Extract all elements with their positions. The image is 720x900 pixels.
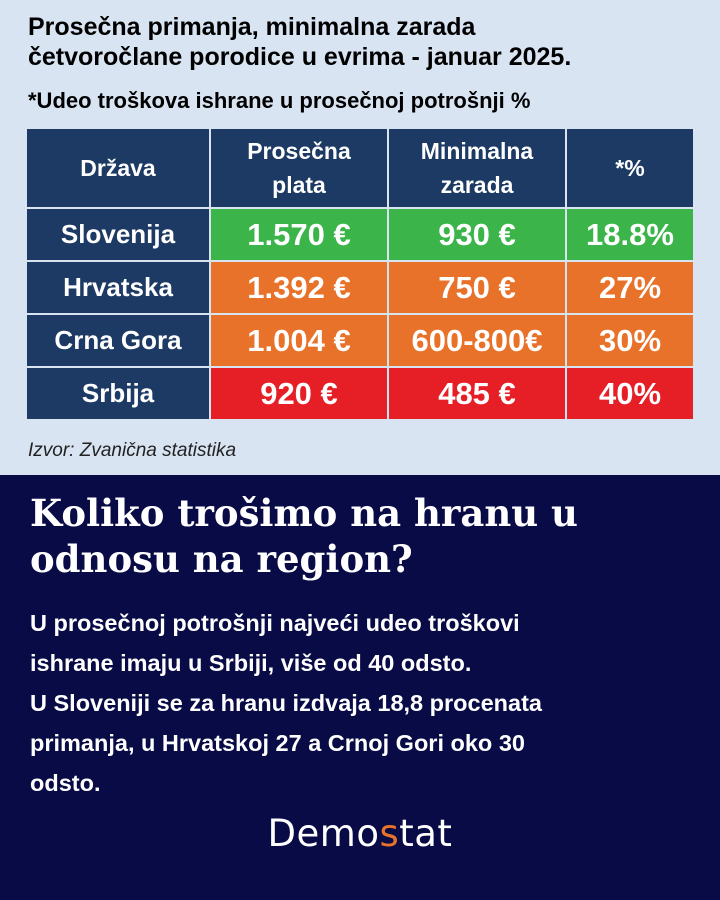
article-headline: Koliko trošimo na hranu u odnosu na regi… bbox=[30, 490, 690, 582]
source-note: Izvor: Zvanična statistika bbox=[28, 440, 237, 461]
table-row: Srbija 920 € 485 € 40% bbox=[25, 366, 695, 421]
row-average-salary: 1.004 € bbox=[209, 313, 389, 368]
headline-line-2: odnosu na region? bbox=[30, 537, 413, 581]
row-food-share: 40% bbox=[565, 366, 695, 421]
table-row: Hrvatska 1.392 € 750 € 27% bbox=[25, 260, 695, 315]
row-minimum-wage: 485 € bbox=[387, 366, 567, 421]
body-line-4: primanja, u Hrvatskoj 27 a Crnoj Gori ok… bbox=[30, 730, 525, 756]
header-average-salary-line-1: Prosečna bbox=[247, 138, 351, 164]
row-food-share: 30% bbox=[565, 313, 695, 368]
row-country: Slovenija bbox=[25, 207, 211, 262]
article-body: U prosečnoj potrošnji najveći udeo trošk… bbox=[30, 603, 700, 803]
body-line-2: ishrane imaju u Srbiji, više od 40 odsto… bbox=[30, 650, 472, 676]
row-food-share: 27% bbox=[565, 260, 695, 315]
table-header-row: Država Prosečna plata Minimalna zarada *… bbox=[25, 127, 695, 209]
logo-accent-letter: s bbox=[379, 812, 400, 855]
row-food-share: 18.8% bbox=[565, 207, 695, 262]
headline-line-1: Koliko trošimo na hranu u bbox=[30, 491, 578, 535]
body-line-5: odsto. bbox=[30, 770, 101, 796]
row-average-salary: 920 € bbox=[209, 366, 389, 421]
logo-part-1: Demo bbox=[267, 812, 380, 855]
page-title: Prosečna primanja, minimalna zarada četv… bbox=[28, 12, 708, 72]
row-average-salary: 1.392 € bbox=[209, 260, 389, 315]
body-line-1: U prosečnoj potrošnji najveći udeo trošk… bbox=[30, 610, 520, 636]
header-minimum-wage: Minimalna zarada bbox=[387, 127, 567, 209]
header-country: Država bbox=[25, 127, 211, 209]
row-country: Hrvatska bbox=[25, 260, 211, 315]
row-minimum-wage: 750 € bbox=[387, 260, 567, 315]
header-country-label: Država bbox=[80, 155, 156, 181]
bottom-panel bbox=[0, 475, 720, 900]
logo-part-3: tat bbox=[399, 812, 453, 855]
row-minimum-wage: 600-800€ bbox=[387, 313, 567, 368]
header-food-share: *% bbox=[565, 127, 695, 209]
row-average-salary: 1.570 € bbox=[209, 207, 389, 262]
header-average-salary: Prosečna plata bbox=[209, 127, 389, 209]
title-line-2: četvoročlane porodice u evrima - januar … bbox=[28, 43, 572, 71]
page-subtitle: *Udeo troškova ishrane u prosečnoj potro… bbox=[28, 88, 531, 113]
header-minimum-wage-line-1: Minimalna bbox=[420, 138, 534, 164]
row-country: Crna Gora bbox=[25, 313, 211, 368]
table-row: Crna Gora 1.004 € 600-800€ 30% bbox=[25, 313, 695, 368]
header-average-salary-line-2: plata bbox=[272, 172, 326, 198]
body-line-3: U Sloveniji se za hranu izdvaja 18,8 pro… bbox=[30, 690, 542, 716]
salary-table: Država Prosečna plata Minimalna zarada *… bbox=[25, 127, 695, 421]
demostat-logo: Demostat bbox=[0, 812, 720, 855]
header-food-share-label: *% bbox=[615, 155, 645, 181]
header-minimum-wage-line-2: zarada bbox=[440, 172, 514, 198]
table-row: Slovenija 1.570 € 930 € 18.8% bbox=[25, 207, 695, 262]
row-minimum-wage: 930 € bbox=[387, 207, 567, 262]
title-line-1: Prosečna primanja, minimalna zarada bbox=[28, 13, 476, 41]
row-country: Srbija bbox=[25, 366, 211, 421]
